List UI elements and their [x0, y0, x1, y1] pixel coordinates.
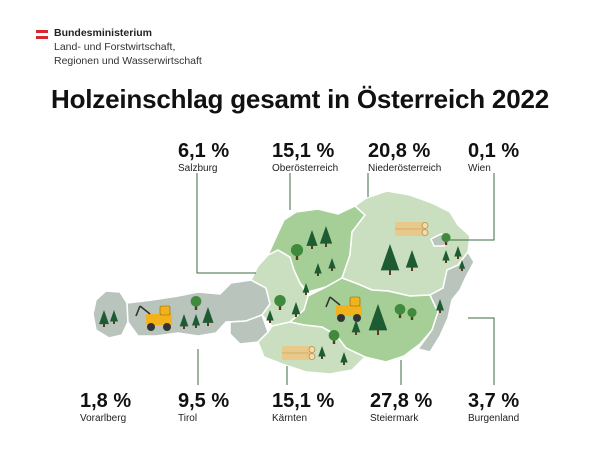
tree-icon: [191, 314, 201, 328]
region-name-oberoesterreich: Oberösterreich: [272, 163, 339, 174]
tree-icon: [351, 320, 361, 335]
region-name-niederoesterreich: Niederösterreich: [368, 163, 442, 174]
region-share-wien: 0,1 %: [468, 140, 520, 162]
region-label-kaernten: 15,1 % Kärnten: [272, 390, 382, 425]
tree-icon: [340, 352, 348, 365]
tree-icon: [314, 263, 322, 276]
deciduous-tree-icon: [274, 295, 286, 310]
region-label-niederoesterreich: 20,8 % Niederösterreich: [368, 140, 478, 175]
region-label-vorarlberg: 1,8 % Vorarlberg: [80, 390, 190, 425]
tree-icon: [319, 226, 333, 247]
region-name-salzburg: Salzburg: [178, 163, 218, 174]
deciduous-tree-icon: [190, 296, 202, 310]
ministry-line-3: Regionen und Wasserwirtschaft: [54, 55, 202, 67]
tree-icon: [302, 283, 310, 295]
leader-line-burgenland: [468, 317, 495, 385]
region-label-tirol: 9,5 % Tirol: [178, 390, 288, 425]
region-label-steiermark: 27,8 % Steiermark: [370, 390, 480, 425]
region-share-tirol: 9,5 %: [178, 390, 230, 412]
deciduous-tree-icon: [290, 244, 304, 260]
tree-icon: [109, 310, 119, 324]
tree-icon: [368, 304, 388, 335]
ministry-line-1: Bundesministerium: [54, 27, 153, 39]
region-burgenland: [416, 250, 475, 353]
harvester-icon: [135, 305, 172, 331]
leader-line-wien: [447, 173, 495, 241]
region-name-vorarlberg: Vorarlberg: [80, 413, 127, 424]
log-pile-icon: [282, 346, 316, 360]
region-share-salzburg: 6,1 %: [178, 140, 230, 162]
region-vorarlberg: [92, 290, 129, 339]
tree-icon: [380, 244, 400, 275]
ministry-name: Bundesministerium Land- und Forstwirtsch…: [54, 26, 294, 68]
region-name-burgenland: Burgenland: [468, 413, 520, 424]
tree-icon: [291, 302, 301, 317]
log-pile-icon: [395, 222, 429, 236]
tree-icon: [442, 250, 450, 263]
region-label-oberoesterreich: 15,1 % Oberösterreich: [272, 140, 382, 175]
ministry-line-2: Land- und Forstwirtschaft,: [54, 41, 176, 53]
deciduous-tree-icon: [328, 330, 340, 344]
deciduous-tree-icon: [394, 304, 406, 318]
tree-icon: [435, 299, 445, 313]
region-name-kaernten: Kärnten: [272, 413, 308, 424]
region-label-salzburg: 6,1 % Salzburg: [178, 140, 288, 175]
region-label-wien: 0,1 % Wien: [468, 140, 578, 175]
region-name-steiermark: Steiermark: [370, 413, 419, 424]
deciduous-tree-icon: [407, 308, 417, 320]
region-share-niederoesterreich: 20,8 %: [368, 140, 431, 162]
tree-icon: [179, 314, 189, 329]
tree-icon: [454, 246, 462, 259]
region-share-steiermark: 27,8 %: [370, 390, 433, 412]
austrian-flag-icon: [36, 30, 48, 39]
tree-icon: [328, 258, 336, 271]
region-share-burgenland: 3,7 %: [468, 390, 520, 412]
page-title: Holzeinschlag gesamt in Österreich 2022: [51, 84, 549, 114]
tree-icon: [458, 260, 466, 271]
tree-icon: [405, 250, 419, 271]
tree-icon: [266, 310, 274, 323]
leader-lines: [196, 173, 495, 385]
tree-icon: [99, 310, 109, 327]
leader-line-salzburg: [196, 173, 256, 274]
harvester-icon: [325, 296, 362, 322]
region-share-kaernten: 15,1 %: [272, 390, 335, 412]
tree-icon: [202, 307, 214, 326]
deciduous-tree-icon: [441, 233, 451, 245]
region-share-oberoesterreich: 15,1 %: [272, 140, 335, 162]
region-name-wien: Wien: [468, 163, 491, 174]
region-share-vorarlberg: 1,8 %: [80, 390, 132, 412]
tree-icon: [318, 346, 326, 359]
tree-icon: [306, 230, 318, 249]
tree-layer: [99, 226, 466, 365]
region-label-burgenland: 3,7 % Burgenland: [468, 390, 578, 425]
region-name-tirol: Tirol: [178, 413, 198, 424]
